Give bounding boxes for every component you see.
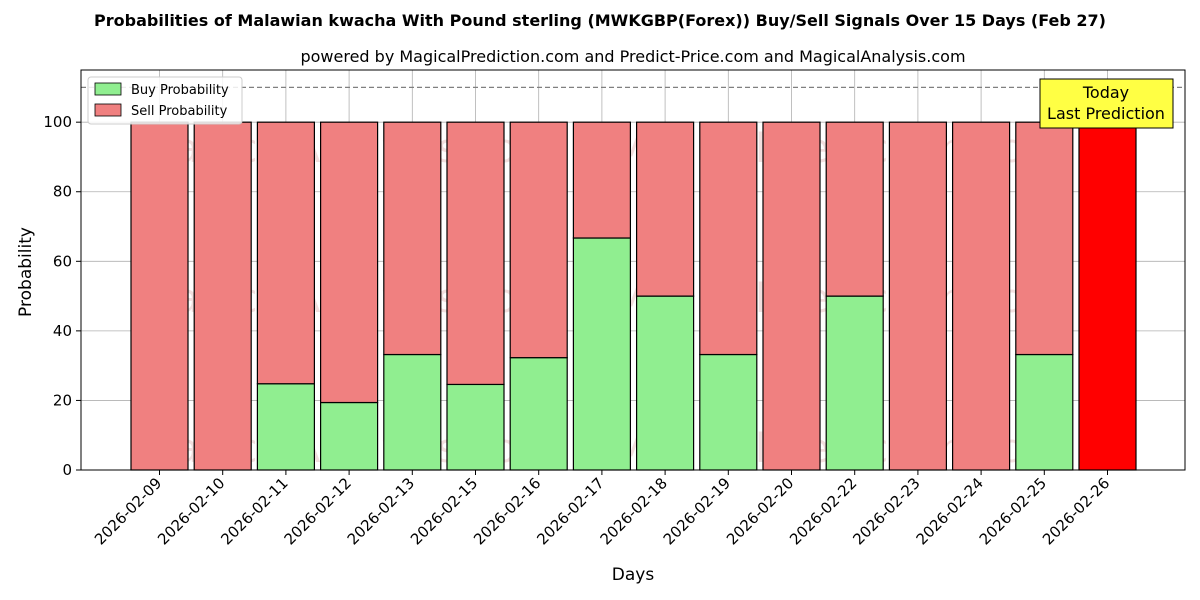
buy-bar: [699, 353, 758, 471]
x-tick-label: 2026-02-11: [217, 474, 291, 548]
today-sell-bar: [1078, 121, 1137, 471]
sell-bar: [888, 121, 948, 471]
sell-bar: [130, 121, 189, 471]
sell-bar: [509, 121, 568, 359]
x-tick-label: 2026-02-15: [407, 474, 481, 548]
buy-bar: [635, 295, 695, 471]
y-axis-label: Probability: [16, 227, 36, 317]
x-axis-label: Days: [612, 565, 655, 585]
plot-frame: [80, 69, 1186, 471]
sell-bar: [320, 121, 379, 404]
sell-bar: [193, 121, 252, 471]
y-tick-label: 0: [62, 461, 72, 479]
chart-title: Probabilities of Malawian kwacha With Po…: [94, 11, 1106, 30]
legend-box: [87, 76, 243, 125]
sell-bar: [951, 121, 1011, 471]
sell-bar: [256, 121, 315, 385]
sell-bar: [762, 121, 821, 471]
legend-label-buy: Buy Probability: [131, 83, 229, 98]
legend: Buy Probability Sell Probability: [87, 76, 243, 125]
sell-bar: [1015, 121, 1074, 356]
x-tick-label: 2026-02-24: [913, 474, 987, 548]
x-tick-label: 2026-02-13: [344, 474, 418, 548]
sell-bar: [825, 121, 884, 297]
buy-bar: [383, 353, 442, 471]
sell-bar: [635, 121, 695, 297]
x-tick-label: 2026-02-23: [849, 474, 923, 548]
buy-bar: [509, 357, 568, 471]
annotation-line1: Today: [1082, 83, 1129, 102]
buy-bar: [825, 295, 884, 471]
buy-bar: [1015, 353, 1074, 471]
x-tick-label: 2026-02-19: [660, 474, 734, 548]
x-tick-label: 2026-02-16: [470, 474, 544, 548]
chart-subtitle: powered by MagicalPrediction.com and Pre…: [300, 47, 965, 66]
y-tick-label: 60: [53, 252, 72, 270]
bars-layer: [130, 121, 1137, 471]
y-tick-label: 100: [43, 113, 72, 131]
y-tick-label: 40: [53, 322, 72, 340]
sell-bar: [572, 121, 632, 239]
annotation-line2: Last Prediction: [1047, 104, 1165, 123]
buy-bar: [256, 383, 315, 471]
x-tick-label: 2026-02-17: [533, 474, 607, 548]
legend-swatch-buy: [94, 82, 122, 96]
buy-bar: [320, 401, 379, 471]
x-tick-label: 2026-02-25: [976, 474, 1050, 548]
y-tick-label: 20: [53, 391, 72, 409]
today-annotation: Today Last Prediction: [1039, 78, 1174, 129]
x-tick-label: 2026-02-09: [91, 474, 165, 548]
legend-swatch-sell: [94, 103, 122, 117]
x-tick-label: 2026-02-18: [597, 474, 671, 548]
sell-bar: [383, 121, 442, 356]
x-tick-label: 2026-02-20: [723, 474, 797, 548]
sell-bar: [699, 121, 758, 356]
annotation-box: [1039, 78, 1174, 129]
x-tick-label: 2026-02-12: [281, 474, 355, 548]
y-tick-label: 80: [53, 183, 72, 201]
x-tick-label: 2026-02-26: [1039, 474, 1113, 548]
buy-bar: [446, 383, 505, 471]
sell-bar: [446, 121, 505, 386]
legend-label-sell: Sell Probability: [131, 104, 228, 119]
buy-bar: [572, 237, 632, 471]
x-tick-label: 2026-02-10: [154, 474, 228, 548]
x-tick-label: 2026-02-22: [786, 474, 860, 548]
